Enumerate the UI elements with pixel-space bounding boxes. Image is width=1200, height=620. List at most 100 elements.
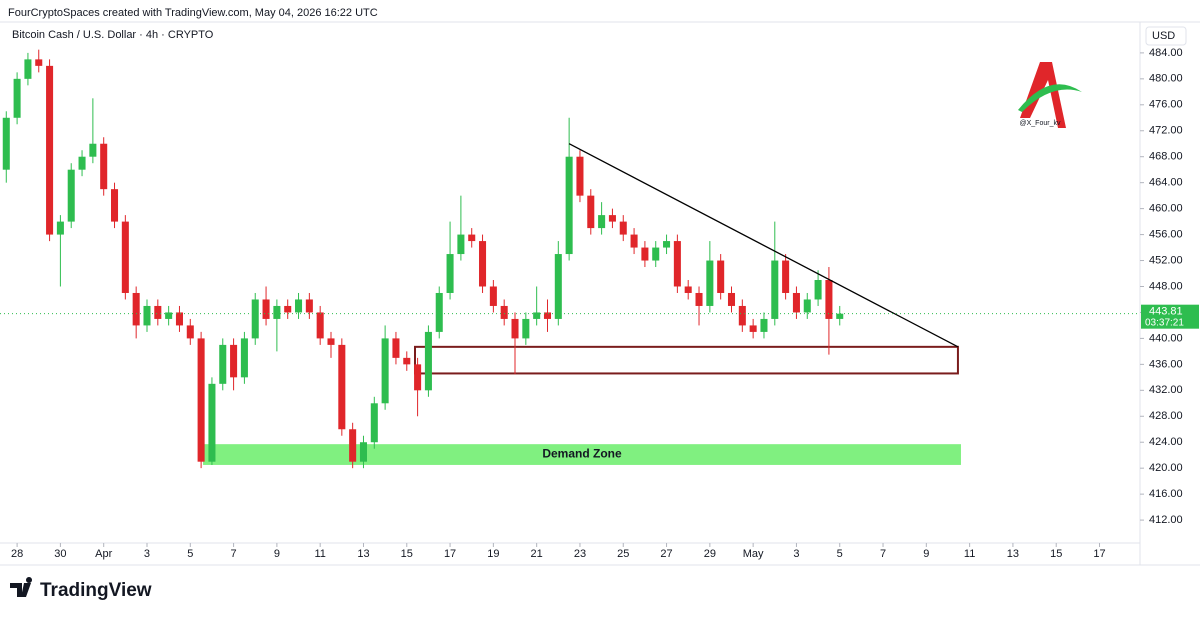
x-tick-label: 29 — [704, 548, 716, 560]
candle-body — [56, 221, 64, 235]
candle-body — [89, 143, 97, 157]
candle-body — [273, 305, 281, 319]
candle-body — [479, 241, 487, 287]
candle-body — [13, 78, 21, 118]
demand-zone — [203, 444, 961, 465]
x-tick-label: 11 — [964, 548, 975, 560]
candle-body — [186, 325, 194, 339]
candle-body — [663, 241, 671, 248]
watermark-logo: @X_Four_kv — [1018, 62, 1082, 128]
candle-body — [457, 234, 465, 255]
x-tick-label: 5 — [187, 548, 193, 560]
candle-body — [511, 318, 519, 339]
candle-body — [251, 299, 259, 339]
x-tick-label: 25 — [617, 548, 629, 560]
y-tick-label: 484.00 — [1149, 47, 1183, 59]
x-tick-label: 3 — [793, 548, 799, 560]
y-tick-label: 420.00 — [1149, 462, 1183, 474]
candle-body — [652, 247, 660, 261]
candle-body — [587, 195, 595, 229]
x-tick-label: 15 — [401, 548, 413, 560]
candle-body — [154, 305, 162, 319]
candle-body — [2, 117, 10, 170]
candle-body — [424, 331, 432, 391]
candle-body — [100, 143, 108, 190]
x-tick-label: 3 — [144, 548, 150, 560]
chart-title: Bitcoin Cash / U.S. Dollar · 4h · CRYPTO — [12, 29, 214, 41]
y-tick-label: 472.00 — [1149, 125, 1183, 137]
x-tick-label: 9 — [923, 548, 929, 560]
candle-body — [554, 254, 562, 319]
candle-body — [24, 59, 32, 79]
candle-body — [381, 338, 389, 404]
currency-box[interactable] — [1145, 26, 1187, 46]
candle-body — [695, 292, 703, 306]
candle-body — [262, 299, 270, 319]
footer-brand: TradingView — [40, 580, 152, 601]
x-tick-label: 5 — [837, 548, 843, 560]
candle-body — [175, 312, 183, 326]
candle-body — [316, 312, 324, 339]
candle-body — [814, 280, 822, 300]
candle-body — [565, 156, 573, 255]
tv-logo-mark — [10, 577, 33, 597]
candle-body — [782, 260, 790, 293]
candle-body — [197, 338, 205, 462]
candle-body — [67, 169, 75, 222]
candle-body — [219, 344, 227, 384]
candle-body — [771, 260, 779, 319]
candle-body — [803, 299, 811, 313]
candle-body — [684, 286, 692, 293]
header-text: FourCryptoSpaces created with TradingVie… — [8, 7, 378, 19]
candle-body — [435, 292, 443, 332]
x-tick-label: 7 — [880, 548, 886, 560]
candle-body — [608, 215, 616, 222]
x-tick-label: 11 — [314, 548, 325, 560]
y-tick-label: 440.00 — [1149, 332, 1183, 344]
candle-body — [825, 280, 833, 319]
candle-body — [327, 338, 335, 345]
logo-swoosh — [1018, 84, 1082, 112]
x-tick-label: 13 — [1007, 548, 1019, 560]
candle-body — [641, 247, 649, 261]
x-tick-label: Apr — [95, 548, 112, 560]
candle-body — [78, 156, 86, 170]
tv-logo — [10, 577, 33, 597]
y-tick-label: 424.00 — [1149, 436, 1183, 448]
candle-body — [630, 234, 638, 248]
x-tick-label: 30 — [54, 548, 66, 560]
countdown-label: 03:37:21 — [1145, 317, 1184, 328]
y-tick-label: 412.00 — [1149, 514, 1183, 526]
x-tick-label: 9 — [274, 548, 280, 560]
candle-body — [576, 156, 584, 196]
candle-body — [121, 221, 129, 293]
candle-body — [165, 312, 173, 319]
candle-body — [706, 260, 714, 306]
x-tick-label: 27 — [660, 548, 672, 560]
candle-body — [35, 59, 43, 66]
candle-body — [392, 338, 400, 358]
candle-body — [727, 292, 736, 306]
candle-body — [46, 65, 54, 235]
x-tick-label: 13 — [357, 548, 369, 560]
candle-body — [717, 260, 725, 293]
trendline — [568, 143, 959, 348]
demand-zone-label: Demand Zone — [542, 447, 622, 461]
y-tick-label: 480.00 — [1149, 73, 1183, 85]
candle-body — [240, 338, 248, 378]
x-tick-label: 17 — [444, 548, 456, 560]
x-tick-label: 15 — [1050, 548, 1062, 560]
x-tick-label: May — [743, 548, 764, 560]
candle-body — [230, 344, 238, 378]
candle-body — [370, 403, 378, 443]
y-tick-label: 452.00 — [1149, 254, 1183, 266]
y-tick-label: 468.00 — [1149, 151, 1183, 163]
y-tick-label: 456.00 — [1149, 228, 1183, 240]
candle-body — [619, 221, 627, 235]
candle-body — [132, 292, 140, 326]
y-tick-label: 460.00 — [1149, 203, 1183, 215]
candle-body — [446, 254, 454, 293]
currency-label: USD — [1152, 30, 1175, 42]
